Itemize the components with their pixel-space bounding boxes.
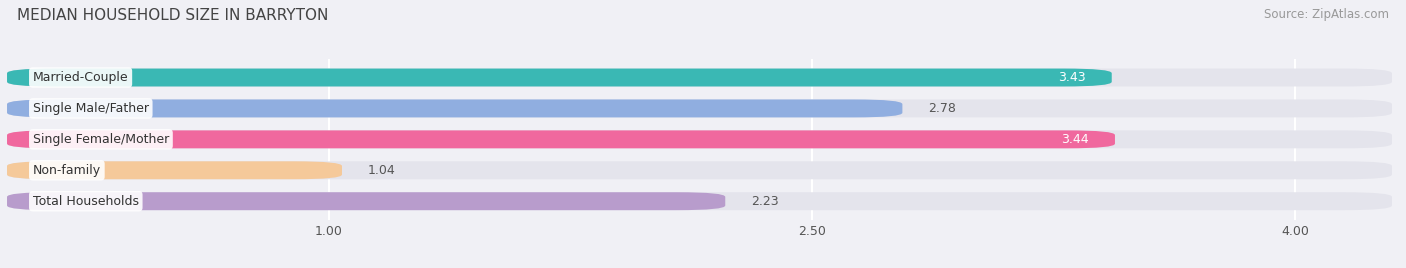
Text: Total Households: Total Households (32, 195, 139, 208)
FancyBboxPatch shape (7, 69, 1112, 87)
FancyBboxPatch shape (7, 161, 342, 179)
Text: Married-Couple: Married-Couple (32, 71, 128, 84)
Text: 3.43: 3.43 (1059, 71, 1085, 84)
FancyBboxPatch shape (7, 99, 903, 117)
Text: Single Male/Father: Single Male/Father (32, 102, 149, 115)
Text: MEDIAN HOUSEHOLD SIZE IN BARRYTON: MEDIAN HOUSEHOLD SIZE IN BARRYTON (17, 8, 328, 23)
FancyBboxPatch shape (7, 161, 1392, 179)
Text: Single Female/Mother: Single Female/Mother (32, 133, 169, 146)
FancyBboxPatch shape (7, 192, 1392, 210)
FancyBboxPatch shape (7, 131, 1392, 148)
FancyBboxPatch shape (7, 192, 725, 210)
FancyBboxPatch shape (7, 131, 1115, 148)
FancyBboxPatch shape (7, 99, 1392, 117)
Text: Non-family: Non-family (32, 164, 101, 177)
Text: 2.23: 2.23 (751, 195, 779, 208)
Text: 2.78: 2.78 (928, 102, 956, 115)
Text: 1.04: 1.04 (368, 164, 395, 177)
Text: 3.44: 3.44 (1062, 133, 1090, 146)
Text: Source: ZipAtlas.com: Source: ZipAtlas.com (1264, 8, 1389, 21)
FancyBboxPatch shape (7, 69, 1392, 87)
